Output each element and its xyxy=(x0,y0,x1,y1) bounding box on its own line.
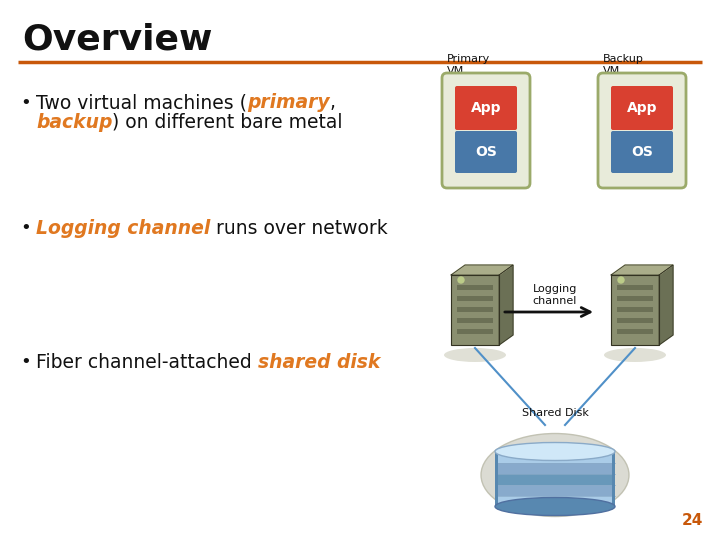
Polygon shape xyxy=(451,265,513,275)
Text: OS: OS xyxy=(475,145,497,159)
FancyBboxPatch shape xyxy=(455,86,517,130)
Bar xyxy=(457,318,493,323)
Ellipse shape xyxy=(495,442,615,461)
Bar xyxy=(495,451,615,507)
Bar xyxy=(617,296,653,301)
Bar xyxy=(617,307,653,312)
Bar xyxy=(457,329,493,334)
Text: ,: , xyxy=(330,93,336,112)
Text: OS: OS xyxy=(631,145,653,159)
Bar xyxy=(457,307,493,312)
Text: Two virtual machines (: Two virtual machines ( xyxy=(36,93,247,112)
Bar xyxy=(617,329,653,334)
Bar xyxy=(451,275,499,345)
Text: runs over network: runs over network xyxy=(210,219,388,238)
Text: Backup
VM: Backup VM xyxy=(603,55,644,76)
Text: App: App xyxy=(471,101,501,115)
Text: Fiber channel-attached: Fiber channel-attached xyxy=(36,353,258,372)
Text: shared disk: shared disk xyxy=(258,353,380,372)
Ellipse shape xyxy=(444,348,506,362)
Bar xyxy=(617,318,653,323)
FancyBboxPatch shape xyxy=(455,131,517,173)
FancyArrowPatch shape xyxy=(505,308,590,316)
Bar xyxy=(457,285,493,290)
Bar xyxy=(495,484,615,496)
Text: Overview: Overview xyxy=(22,23,212,57)
Text: primary: primary xyxy=(247,93,330,112)
Ellipse shape xyxy=(481,434,629,516)
FancyBboxPatch shape xyxy=(442,73,530,188)
Bar xyxy=(495,496,615,507)
Text: Shared Disk: Shared Disk xyxy=(521,408,588,418)
Bar xyxy=(612,451,615,507)
Bar xyxy=(495,451,498,507)
Text: Logging channel: Logging channel xyxy=(36,219,210,238)
Bar xyxy=(495,462,615,474)
Bar xyxy=(457,296,493,301)
Circle shape xyxy=(618,277,624,283)
Bar xyxy=(495,451,615,462)
Text: •: • xyxy=(20,219,31,237)
FancyBboxPatch shape xyxy=(611,131,673,173)
FancyBboxPatch shape xyxy=(611,86,673,130)
FancyBboxPatch shape xyxy=(598,73,686,188)
Text: •: • xyxy=(20,94,31,112)
Ellipse shape xyxy=(495,497,615,516)
Text: backup: backup xyxy=(36,112,112,132)
Text: •: • xyxy=(20,353,31,371)
Polygon shape xyxy=(611,265,673,275)
Circle shape xyxy=(458,277,464,283)
Ellipse shape xyxy=(604,348,666,362)
Text: Primary
VM: Primary VM xyxy=(447,55,490,76)
Bar xyxy=(611,275,659,345)
Text: ) on different bare metal: ) on different bare metal xyxy=(112,112,343,132)
Polygon shape xyxy=(499,265,513,345)
Text: Logging
channel: Logging channel xyxy=(533,284,577,306)
Text: App: App xyxy=(626,101,657,115)
Bar xyxy=(495,474,615,484)
Bar xyxy=(617,285,653,290)
Text: 24: 24 xyxy=(682,513,703,528)
Polygon shape xyxy=(659,265,673,345)
